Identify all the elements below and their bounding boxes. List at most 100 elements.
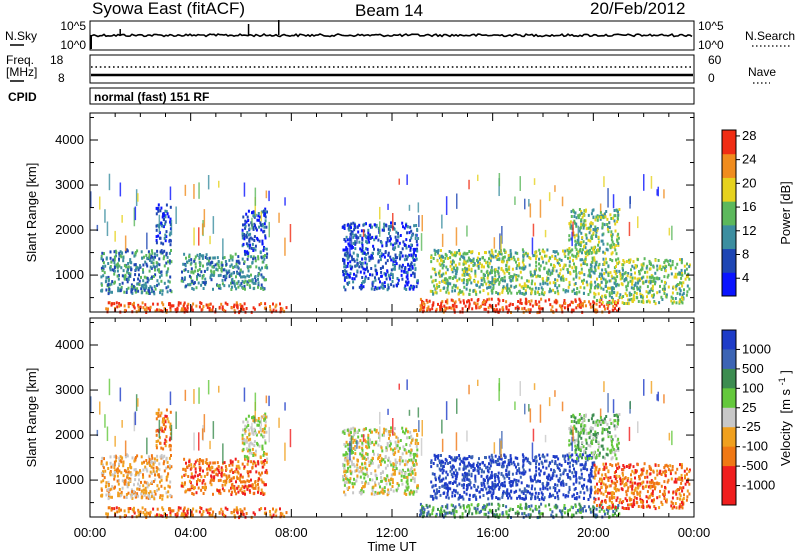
echo-cell <box>463 269 466 273</box>
echo-streak <box>477 174 479 182</box>
echo-cell <box>464 261 467 265</box>
echo-cell <box>581 279 583 283</box>
echo-cell <box>212 287 214 291</box>
echo-cell <box>680 268 683 272</box>
echo-cell <box>472 264 475 267</box>
echo-cell <box>160 475 163 479</box>
echo-cell <box>260 273 263 277</box>
echo-cell <box>265 225 268 229</box>
echo-cell <box>373 443 376 447</box>
echo-cell <box>455 456 458 460</box>
echo-cell <box>490 254 493 258</box>
echo-cell <box>354 264 357 268</box>
station-title: Syowa East (fitACF) <box>92 0 245 18</box>
echo-cell <box>395 283 398 287</box>
echo-cell <box>579 226 582 230</box>
echo-cell <box>416 249 419 253</box>
echo-cell <box>482 276 485 280</box>
echo-cell <box>618 260 621 264</box>
echo-cell <box>285 306 288 310</box>
echo-cell <box>184 268 187 272</box>
echo-cell <box>256 218 259 222</box>
echo-cell <box>120 456 123 460</box>
echo-cell <box>372 280 375 284</box>
echo-cell <box>204 277 207 281</box>
echo-cell <box>145 459 148 462</box>
echo-cell <box>196 277 198 281</box>
echo-cell <box>383 228 385 232</box>
echo-cell <box>145 467 148 471</box>
echo-cell <box>390 463 393 467</box>
echo-cell <box>415 285 418 289</box>
echo-cell <box>468 302 471 306</box>
echo-cell <box>597 292 600 296</box>
echo-cell <box>146 481 149 485</box>
echo-cell <box>503 248 506 252</box>
echo-cell <box>156 308 158 312</box>
echo-cell <box>365 427 367 431</box>
echo-cell <box>113 264 116 268</box>
echo-cell <box>118 456 121 460</box>
echo-cell <box>410 284 412 288</box>
echo-cell <box>351 258 354 262</box>
echo-cell <box>263 511 266 515</box>
echo-streak <box>628 221 631 237</box>
echo-cell <box>157 439 160 443</box>
echo-cell <box>379 460 381 463</box>
echo-cell <box>448 250 451 253</box>
echo-cell <box>189 282 192 286</box>
echo-cell <box>236 306 239 310</box>
echo-cell <box>245 235 248 239</box>
echo-cell <box>671 291 674 295</box>
echo-streak <box>544 229 547 238</box>
echo-cell <box>152 469 155 473</box>
echo-cell <box>263 287 266 291</box>
echo-cell <box>473 262 476 266</box>
echo-cell <box>351 232 354 236</box>
echo-cell <box>177 301 180 305</box>
echo-cell <box>681 293 684 297</box>
echo-cell <box>140 489 143 493</box>
echo-cell <box>161 215 164 219</box>
echo-cell <box>410 434 413 438</box>
echo-cell <box>344 444 347 448</box>
echo-cell <box>396 482 399 485</box>
echo-cell <box>470 269 473 273</box>
echo-cell <box>618 208 621 211</box>
echo-cell <box>383 222 386 226</box>
echo-cell <box>219 286 222 290</box>
echo-cell <box>548 256 551 260</box>
echo-cell <box>474 302 477 306</box>
echo-cell <box>344 239 347 243</box>
echo-cell <box>154 309 157 313</box>
echo-cell <box>403 258 406 262</box>
echo-cell <box>359 234 362 238</box>
echo-cell <box>392 462 395 466</box>
echo-cell <box>613 219 616 223</box>
echo-cell <box>124 273 127 277</box>
echo-cell <box>502 256 505 259</box>
echo-cell <box>263 247 266 251</box>
echo-streak <box>493 237 496 249</box>
nsearch-label: N.Search <box>745 29 795 43</box>
echo-cell <box>567 252 570 256</box>
echo-cell <box>366 266 368 270</box>
echo-cell <box>141 256 144 260</box>
echo-cell <box>505 307 508 311</box>
echo-cell <box>385 224 388 228</box>
echo-cell <box>501 279 504 283</box>
echo-cell <box>610 295 613 299</box>
echo-cell <box>352 446 355 450</box>
echo-cell <box>244 480 247 484</box>
echo-cell <box>531 304 534 308</box>
echo-cell <box>584 460 587 464</box>
echo-cell <box>585 280 588 284</box>
echo-cell <box>361 248 363 252</box>
echo-cell <box>136 282 139 286</box>
echo-cell <box>126 269 129 273</box>
echo-cell <box>504 286 507 290</box>
echo-cell <box>244 457 247 461</box>
echo-cell <box>572 254 575 258</box>
echo-cell <box>530 282 533 286</box>
echo-cell <box>118 304 121 308</box>
